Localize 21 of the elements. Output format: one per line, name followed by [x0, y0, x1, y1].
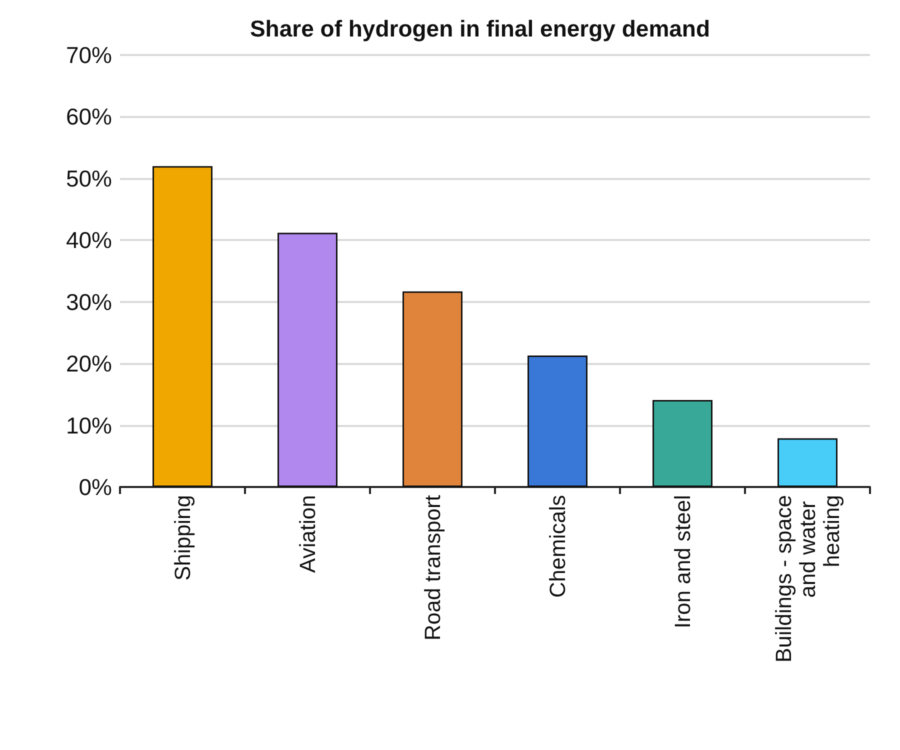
bar [652, 400, 712, 487]
bar [402, 291, 462, 487]
y-tick-label: 40% [66, 227, 112, 254]
bar [778, 438, 838, 487]
bar [528, 356, 588, 487]
y-tick-label: 60% [66, 104, 112, 130]
y-tick-label: 20% [66, 350, 112, 377]
y-tick-label: 70% [66, 42, 112, 68]
y-tick-label: 10% [66, 412, 112, 438]
x-tick-label: Chemicals [545, 495, 570, 598]
y-tick-label: 30% [66, 288, 112, 315]
x-tick-label: Buildings - space and water heating [771, 495, 844, 663]
x-tick-label: Road transport [420, 495, 445, 641]
y-tick-label: 0% [78, 474, 112, 500]
x-tick-label: Iron and steel [670, 495, 695, 628]
bar [152, 166, 212, 487]
x-tick-label: Aviation [295, 495, 320, 573]
y-tick-label: 50% [66, 165, 112, 192]
x-tick-label: Shipping [170, 495, 195, 581]
chart-title: Share of hydrogen in final energy demand [250, 16, 710, 42]
bar [278, 232, 338, 487]
